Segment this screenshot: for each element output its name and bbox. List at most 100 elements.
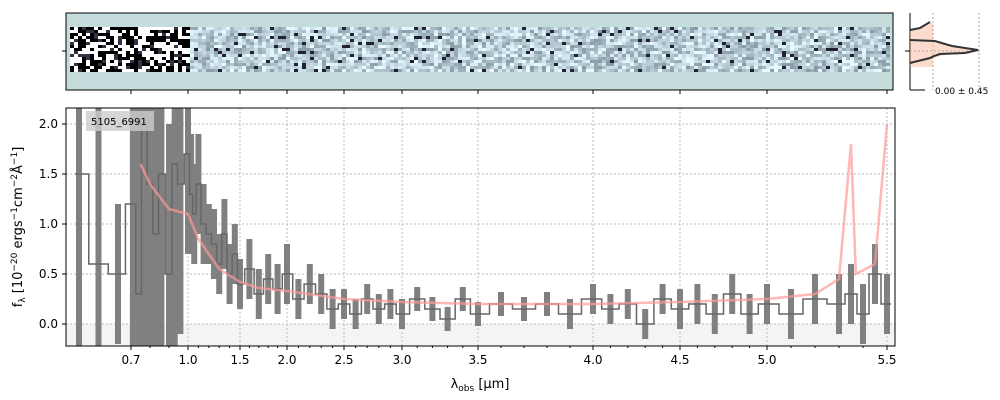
pixel (886, 36, 890, 39)
pixel (274, 45, 278, 48)
x-tick-label: 5.0 (757, 353, 776, 367)
pixel (110, 33, 114, 36)
pixel (210, 45, 214, 48)
pixel (102, 66, 106, 69)
pixel (482, 45, 486, 48)
pixel (646, 48, 650, 51)
pixel (174, 63, 178, 66)
pixel (630, 33, 634, 36)
pixel (510, 33, 514, 36)
pixel (230, 30, 234, 33)
pixel (358, 63, 362, 66)
pixel (598, 27, 602, 30)
pixel (226, 42, 230, 45)
pixel (430, 36, 434, 39)
pixel (86, 57, 90, 60)
pixel (614, 33, 618, 36)
pixel (490, 66, 494, 69)
pixel (782, 63, 786, 66)
pixel (386, 63, 390, 66)
pixel (446, 57, 450, 60)
pixel (102, 36, 106, 39)
pixel (378, 36, 382, 39)
pixel (74, 51, 78, 54)
pixel (518, 69, 522, 72)
pixel (706, 42, 710, 45)
pixel (322, 66, 326, 69)
pixel (762, 69, 766, 72)
pixel (810, 48, 814, 51)
pixel (294, 45, 298, 48)
pixel (682, 57, 686, 60)
pixel (886, 45, 890, 48)
pixel (254, 51, 258, 54)
pixel (334, 45, 338, 48)
pixel (102, 42, 106, 45)
pixel (150, 45, 154, 48)
pixel (222, 66, 226, 69)
pixel (334, 27, 338, 30)
pixel (182, 45, 186, 48)
pixel (94, 66, 98, 69)
pixel (438, 36, 442, 39)
pixel (454, 57, 458, 60)
pixel (682, 45, 686, 48)
pixel (194, 48, 198, 51)
pixel (718, 63, 722, 66)
pixel (882, 39, 886, 42)
pixel (102, 45, 106, 48)
pixel (530, 54, 534, 57)
pixel (554, 60, 558, 63)
pixel (270, 39, 274, 42)
axes-ticks: 0.7 1.0 1.5 2.0 2.5 3.0 3.5 4.0 4.5 5.0 5.50.00.51… (39, 50, 897, 367)
pixel (782, 33, 786, 36)
pixel (522, 42, 526, 45)
pixel (718, 54, 722, 57)
pixel (806, 60, 810, 63)
pixel (234, 27, 238, 30)
pixel (630, 66, 634, 69)
pixel (178, 30, 182, 33)
pixel (574, 54, 578, 57)
pixel (522, 66, 526, 69)
pixel (146, 63, 150, 66)
pixel (170, 33, 174, 36)
pixel (266, 45, 270, 48)
pixel (194, 69, 198, 72)
pixel (366, 48, 370, 51)
pixel (434, 54, 438, 57)
pixel (82, 39, 86, 42)
pixel (830, 60, 834, 63)
pixel (394, 57, 398, 60)
pixel (294, 60, 298, 63)
pixel (98, 36, 102, 39)
pixel (222, 48, 226, 51)
pixel (462, 39, 466, 42)
pixel (230, 45, 234, 48)
pixel (818, 60, 822, 63)
pixel (422, 60, 426, 63)
pixel (854, 57, 858, 60)
pixel (306, 63, 310, 66)
pixel (562, 57, 566, 60)
pixel (438, 51, 442, 54)
pixel (514, 45, 518, 48)
pixel (102, 57, 106, 60)
pixel (586, 33, 590, 36)
pixel (246, 48, 250, 51)
pixel (646, 33, 650, 36)
pixel (874, 60, 878, 63)
pixel (382, 63, 386, 66)
pixel (822, 30, 826, 33)
pixel (274, 36, 278, 39)
pixel (506, 30, 510, 33)
pixel (562, 27, 566, 30)
pixel (846, 33, 850, 36)
pixel (666, 69, 670, 72)
pixel (574, 36, 578, 39)
pixel (106, 45, 110, 48)
pixel (438, 30, 442, 33)
pixel (122, 27, 126, 30)
pixel (426, 39, 430, 42)
pixel (158, 33, 162, 36)
